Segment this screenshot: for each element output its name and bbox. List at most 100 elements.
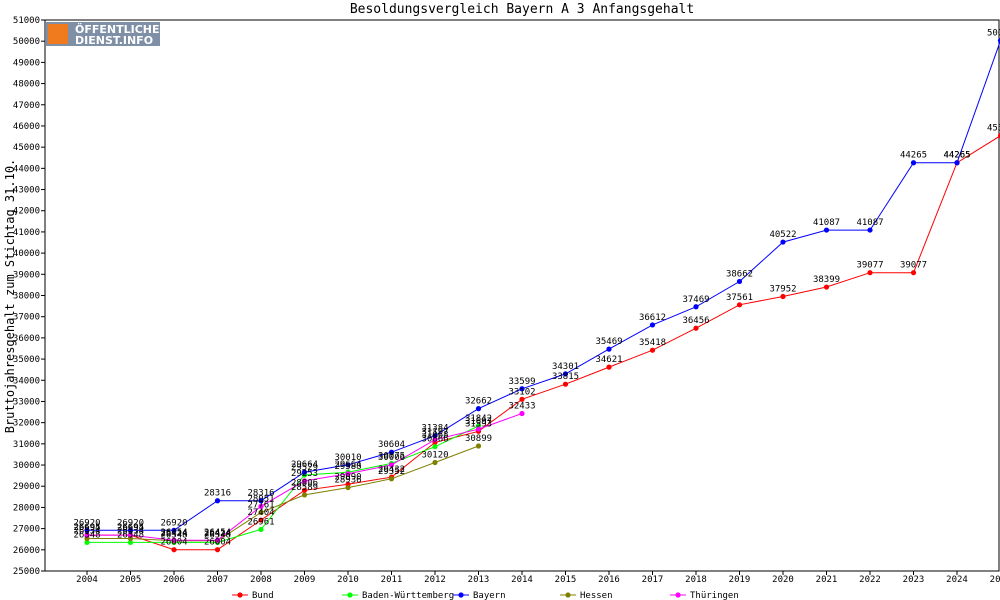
data-label-bayern: 36612 <box>639 313 666 323</box>
y-tick-label: 27000 <box>13 525 40 535</box>
data-label-th-ringen: 32433 <box>508 401 535 411</box>
data-point-bund <box>214 547 221 553</box>
data-label-baden-w-rttemberg: 31842 <box>465 414 492 424</box>
data-point-bayern <box>345 462 351 468</box>
x-tick-label: 2007 <box>207 575 229 585</box>
x-tick-label: 2011 <box>381 575 403 585</box>
x-tick-label: 2004 <box>76 575 98 585</box>
data-label-bund: 27404 <box>247 508 274 518</box>
data-point-bayern <box>214 498 221 504</box>
data-label-bund: 37561 <box>726 293 753 303</box>
data-label-th-ringen: 30006 <box>378 453 405 463</box>
x-tick-label: 2020 <box>772 575 794 585</box>
data-label-bund: 44265 <box>943 151 970 161</box>
data-point-th-ringen <box>388 462 395 468</box>
y-tick-label: 35000 <box>13 355 40 365</box>
x-tick-label: 2025 <box>990 575 1000 585</box>
y-tick-label: 44000 <box>13 164 40 174</box>
y-tick-label: 48000 <box>13 80 40 90</box>
y-tick-label: 46000 <box>13 122 40 132</box>
y-tick-label: 50000 <box>13 37 40 47</box>
data-point-hessen <box>432 459 438 466</box>
data-label-th-ringen: 31197 <box>421 428 448 438</box>
series-line-bayern <box>87 40 1000 531</box>
chart-title: Besoldungsvergleich Bayern A 3 Anfangsge… <box>350 2 694 17</box>
data-point-bayern <box>954 160 960 166</box>
data-label-bund: 31593 <box>465 419 492 429</box>
x-tick-label: 2009 <box>294 575 316 585</box>
data-point-bund <box>910 270 917 276</box>
series-line-bund <box>87 135 1000 551</box>
legend-marker <box>347 592 353 598</box>
data-point-bayern <box>606 346 612 352</box>
data-point-th-ringen <box>519 410 525 417</box>
data-label-bayern: 30604 <box>378 440 405 450</box>
logo: ÖFFENTLICHER DIENST.INFO <box>46 22 168 47</box>
data-label-hessen: 26534 <box>73 526 100 536</box>
x-tick-label: 2012 <box>424 575 446 585</box>
data-label-bund: 28806 <box>291 478 318 488</box>
data-point-hessen <box>258 509 264 516</box>
series-layer <box>84 38 1000 553</box>
data-point-th-ringen <box>345 471 351 477</box>
data-point-hessen <box>475 443 482 449</box>
data-label-bund: 45539 <box>987 124 1000 134</box>
y-tick-label: 25000 <box>13 567 40 577</box>
data-point-bayern <box>127 527 134 533</box>
data-label-th-ringen: 26454 <box>160 528 187 538</box>
data-point-bund <box>823 284 830 290</box>
data-label-bayern: 26920 <box>160 518 187 528</box>
data-point-baden-w-rttemberg <box>127 539 134 546</box>
data-label-th-ringen: 31697 <box>465 417 492 427</box>
data-point-th-ringen <box>214 537 221 543</box>
legend-marker <box>458 592 464 598</box>
data-point-bayern <box>432 433 438 439</box>
data-label-bund: 34621 <box>595 355 622 365</box>
legend: Bund Baden-Württemberg Bayern Hessen Thüring… <box>232 591 739 600</box>
data-point-bayern <box>301 469 308 475</box>
series-line-hessen <box>87 445 479 542</box>
data-label-hessen: 27761 <box>247 500 274 510</box>
data-point-baden-w-rttemberg <box>432 444 438 450</box>
data-label-hessen: 28589 <box>291 483 318 493</box>
data-label-bund: 29090 <box>334 472 361 482</box>
data-label-bayern: 33599 <box>508 377 535 387</box>
data-label-bund: 26695 <box>117 523 144 533</box>
x-tick-label: 2005 <box>120 575 142 585</box>
y-tick-label: 34000 <box>13 376 40 386</box>
data-label-bayern: 41087 <box>813 218 840 228</box>
data-label-bund: 37952 <box>769 285 796 295</box>
data-label-baden-w-rttemberg: 30866 <box>421 435 448 445</box>
data-point-bayern <box>780 239 786 245</box>
data-label-bayern: 44265 <box>943 151 970 161</box>
data-point-th-ringen <box>127 532 134 538</box>
x-tick-label: 2013 <box>468 575 490 585</box>
data-point-bayern <box>258 498 264 504</box>
data-label-bayern: 34301 <box>552 362 579 372</box>
data-label-baden-w-rttemberg: 26348 <box>160 530 187 540</box>
y-tick-label: 29000 <box>13 482 40 492</box>
y-tick-label: 26000 <box>13 546 40 556</box>
data-point-bund <box>997 133 1000 139</box>
data-label-bund: 36456 <box>682 316 709 326</box>
legend-label: Bund <box>252 591 274 600</box>
data-label-th-ringen: 29253 <box>291 469 318 479</box>
series-line-baden-w-rttemberg <box>87 425 479 543</box>
data-point-bund <box>258 517 264 523</box>
data-label-bayern: 28316 <box>247 489 274 499</box>
data-point-bayern <box>693 304 699 310</box>
x-tick-label: 2022 <box>859 575 881 585</box>
data-label-th-ringen: 26694 <box>117 523 144 533</box>
logo-line-1: ÖFFENTLICHER <box>75 22 168 36</box>
x-tick-label: 2018 <box>685 575 707 585</box>
x-tick-label: 2015 <box>555 575 577 585</box>
data-label-bayern: 40522 <box>769 230 796 240</box>
data-label-bund: 31068 <box>421 430 448 440</box>
y-tick-label: 28000 <box>13 503 40 513</box>
data-point-th-ringen <box>258 503 264 509</box>
y-tick-label: 38000 <box>13 292 40 302</box>
data-label-hessen: 26424 <box>204 529 231 539</box>
y-tick-label: 31000 <box>13 440 40 450</box>
x-tick-label: 2024 <box>946 575 968 585</box>
